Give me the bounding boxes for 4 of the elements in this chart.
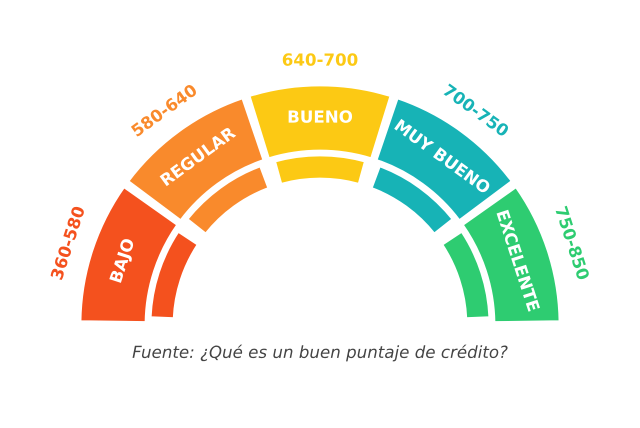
source-note: Fuente: ¿Qué es un buen puntaje de crédito? [132,344,508,362]
data-label: 640-700 [282,53,358,66]
slice-label: BAJO [109,238,138,284]
slice-label: BUENO [288,110,352,123]
